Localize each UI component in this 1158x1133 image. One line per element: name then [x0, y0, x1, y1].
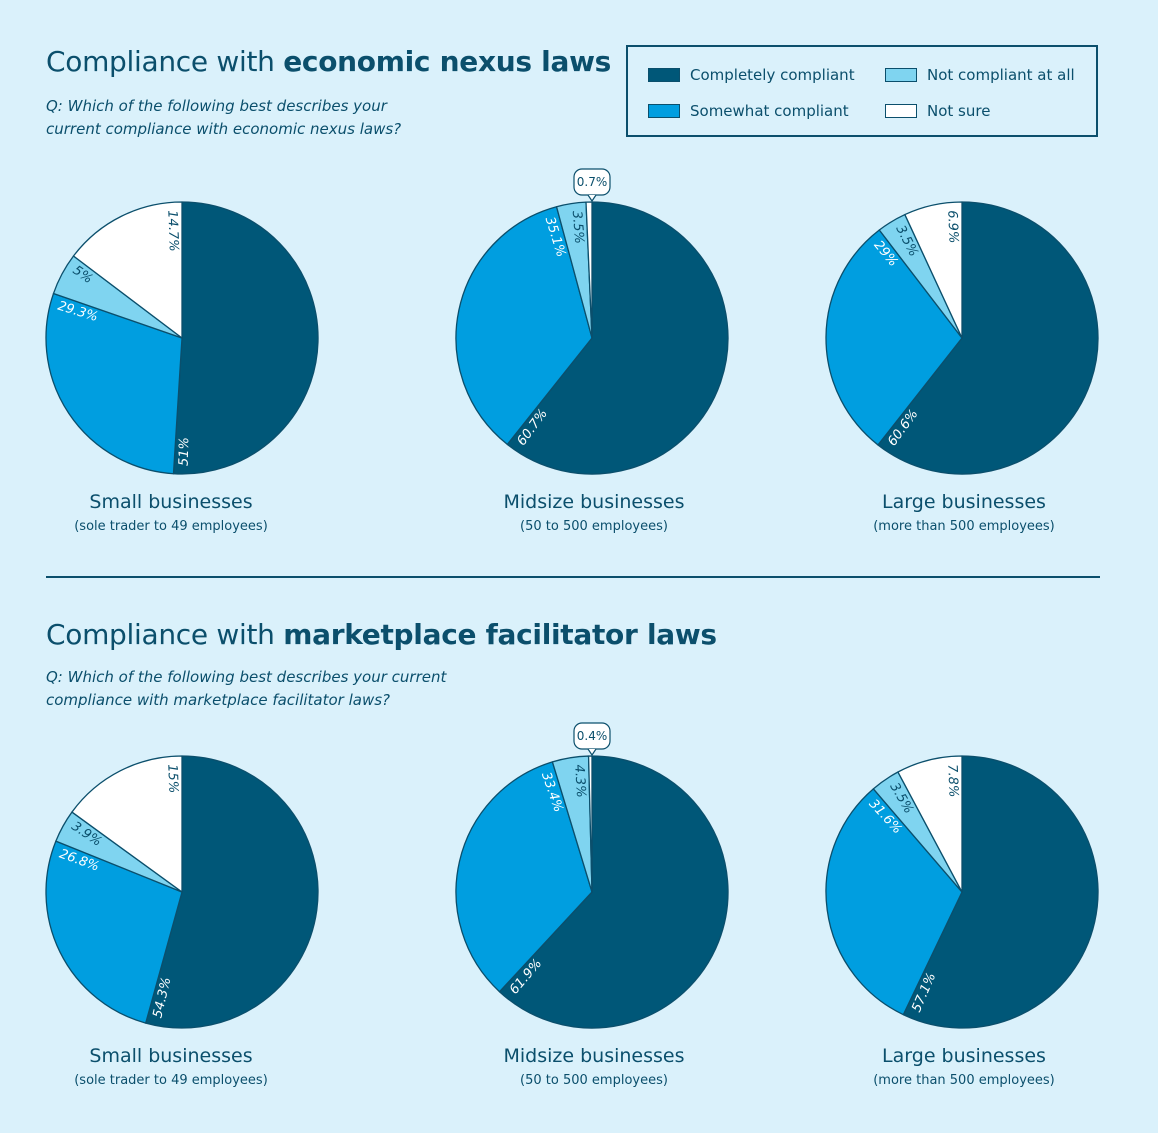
slice-label: 0.7% — [577, 175, 608, 189]
slice-label: 7.8% — [944, 764, 960, 798]
chart-subtitle: (50 to 500 employees) — [520, 1073, 668, 1088]
callout-pointer — [587, 194, 597, 203]
slice-label: 14.7% — [164, 210, 181, 252]
chart-title: Midsize businesses — [503, 491, 685, 513]
pie-slice-somewhat-compliant — [455, 761, 593, 993]
question-line: Q: Which of the following best describes… — [46, 97, 387, 115]
pie-chart-small-marketplace: 54.3%26.8%3.9%15% — [45, 755, 319, 1029]
chart-subtitle: (more than 500 employees) — [873, 1073, 1055, 1088]
pie-slice-somewhat-compliant — [825, 229, 963, 446]
legend-swatch — [885, 68, 917, 82]
legend-item-somewhat-compliant: Somewhat compliant — [648, 102, 849, 120]
chart-title: Small businesses — [89, 1045, 253, 1067]
chart-title: Midsize businesses — [503, 1045, 685, 1067]
pie-chart-midsize-economic: 60.7%35.1% 3.5%0.7% — [455, 168, 729, 475]
pie-slice-somewhat-compliant — [825, 788, 963, 1016]
slice-label: 15% — [164, 764, 180, 793]
legend-item-completely-compliant: Completely compliant — [648, 66, 855, 84]
chart-title: Small businesses — [89, 491, 253, 513]
pie-chart-large-marketplace: 57.1%31.6%3.5% 7.8% — [825, 755, 1099, 1029]
legend-label: Completely compliant — [690, 66, 855, 84]
legend-swatch — [648, 104, 680, 118]
pie-slice-not-sure — [897, 755, 963, 893]
legend: Completely compliant Somewhat compliant … — [626, 45, 1098, 137]
legend-swatch — [885, 104, 917, 118]
legend-swatch — [648, 68, 680, 82]
pie-slice-completely-compliant — [498, 755, 729, 1029]
slice-label: 3.5% — [569, 210, 587, 244]
pie-slice-somewhat-compliant — [455, 206, 593, 446]
pie-chart-midsize-marketplace: 61.9%33.4% 4.3%0.4% — [455, 722, 729, 1029]
pie-slice-completely-compliant — [902, 755, 1099, 1029]
section-divider — [46, 576, 1100, 578]
pie-slice-not-sure — [72, 201, 183, 339]
slice-label: 51% — [177, 437, 193, 466]
legend-item-not-sure: Not sure — [885, 102, 990, 120]
slice-label: 6.9% — [944, 210, 960, 244]
question-line: Q: Which of the following best describes… — [46, 668, 447, 686]
pie-slice-not-sure — [904, 201, 963, 339]
legend-label: Somewhat compliant — [690, 102, 849, 120]
slice-label: 0.4% — [577, 729, 608, 743]
pie-chart-large-economic: 60.6%29%3.5% 6.9% — [825, 201, 1099, 475]
legend-label: Not compliant at all — [927, 66, 1075, 84]
chart-subtitle: (sole trader to 49 employees) — [74, 519, 268, 534]
pie-slice-somewhat-compliant — [45, 292, 183, 475]
legend-item-not-compliant: Not compliant at all — [885, 66, 1075, 84]
pie-slice-completely-compliant — [145, 755, 319, 1029]
question-marketplace-facilitator: Q: Which of the following best describes… — [46, 666, 446, 712]
pie-slice-somewhat-compliant — [45, 840, 183, 1024]
question-line: current compliance with economic nexus l… — [46, 120, 402, 138]
pie-slice-not-sure — [71, 755, 183, 893]
pie-slice-completely-compliant — [877, 201, 1099, 475]
chart-subtitle: (more than 500 employees) — [873, 519, 1055, 534]
pie-slice-completely-compliant — [172, 201, 319, 475]
chart-subtitle: (50 to 500 employees) — [520, 519, 668, 534]
legend-label: Not sure — [927, 102, 991, 120]
slice-label: 4.3% — [571, 764, 588, 798]
question-economic-nexus: Q: Which of the following best describes… — [46, 95, 401, 141]
section-title-economic-nexus: Compliance with economic nexus laws — [46, 45, 612, 78]
question-line: compliance with marketplace facilitator … — [46, 691, 391, 709]
chart-subtitle: (sole trader to 49 employees) — [74, 1073, 268, 1088]
chart-title: Large businesses — [882, 491, 1046, 513]
callout-pointer — [587, 748, 597, 757]
section-title-marketplace-facilitator: Compliance with marketplace facilitator … — [46, 618, 717, 651]
pie-slice-completely-compliant — [506, 201, 729, 475]
chart-title: Large businesses — [882, 1045, 1046, 1067]
pie-chart-small-economic: 51%29.3%5%14.7% — [45, 201, 319, 475]
